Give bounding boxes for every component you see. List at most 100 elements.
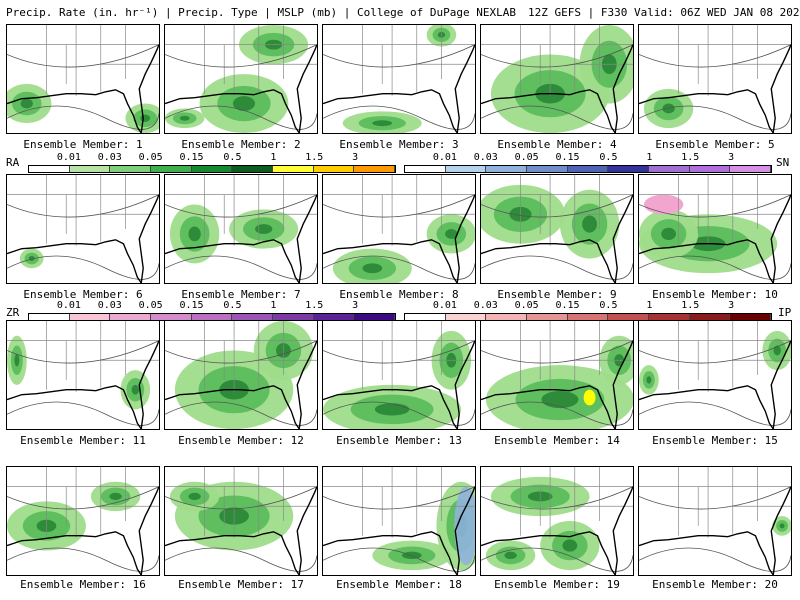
gulf-coastline xyxy=(165,531,300,575)
gulf-coastline xyxy=(481,531,616,575)
ensemble-panel-10 xyxy=(638,174,792,284)
state-borders xyxy=(7,321,159,392)
ensemble-member-label: Ensemble Member: 13 xyxy=(336,434,462,447)
ensemble-member-label: Ensemble Member: 9 xyxy=(497,288,617,301)
legend-tick-label: 0.01 xyxy=(56,152,81,163)
ensemble-member-label: Ensemble Member: 5 xyxy=(655,138,775,151)
isobar xyxy=(639,255,791,280)
legend-tick-label: 0.5 xyxy=(599,152,618,163)
heavy-precip-area xyxy=(583,389,596,406)
ensemble-member-label: Ensemble Member: 18 xyxy=(336,578,462,591)
isobar xyxy=(7,486,159,510)
legend-tick-labels: 0.01 0.03 0.05 0.15 0.5 1 1.5 3 xyxy=(28,300,396,312)
legend-color-swatch xyxy=(445,166,487,172)
atlantic-coastline xyxy=(296,486,317,575)
freezing-rain-area xyxy=(643,194,684,215)
legend-color-swatch xyxy=(527,166,568,172)
legend-color-swatch xyxy=(313,166,355,172)
isobar xyxy=(323,105,475,130)
zr-tag: ZR xyxy=(6,306,20,319)
legend-tick-label: 0.15 xyxy=(179,300,204,311)
gulf-coastline xyxy=(323,531,458,575)
isobar xyxy=(7,340,159,364)
precip-area-heavy xyxy=(662,103,675,114)
isobar xyxy=(481,340,633,364)
ensemble-panel-11 xyxy=(6,320,160,430)
ensemble-member-label: Ensemble Member: 2 xyxy=(181,138,301,151)
atlantic-coastline xyxy=(770,44,791,133)
precip-area-heavy xyxy=(562,539,578,552)
state-borders xyxy=(639,467,791,538)
isobar xyxy=(7,194,159,218)
precip-area-heavy xyxy=(179,115,190,121)
legend-tick-label: 0.5 xyxy=(223,152,242,163)
ensemble-panel-5 xyxy=(638,24,792,134)
atlantic-coastline xyxy=(138,486,159,575)
isobar xyxy=(639,44,791,68)
legend-color-swatch xyxy=(110,166,152,172)
sn-tag: SN xyxy=(776,156,790,169)
precip-area-heavy xyxy=(362,263,383,274)
isobar xyxy=(7,401,159,426)
legend-color-swatch xyxy=(354,314,396,320)
legend-tick-labels: 0.01 0.03 0.05 0.15 0.5 1 1.5 3 xyxy=(404,152,772,164)
ensemble-panel-6 xyxy=(6,174,160,284)
atlantic-coastline xyxy=(770,486,791,575)
state-borders xyxy=(7,25,159,96)
legend-tick-label: 0.03 xyxy=(473,300,498,311)
legend-color-bar xyxy=(404,165,772,173)
state-borders xyxy=(323,25,475,96)
state-borders xyxy=(165,321,317,392)
legend-tick-label: 1.5 xyxy=(305,152,324,163)
legend-color-bar xyxy=(404,313,772,321)
gulf-coastline xyxy=(165,385,300,429)
isobar xyxy=(481,547,633,572)
legend-color-swatch xyxy=(405,166,446,172)
legend-color-swatch xyxy=(608,166,650,172)
gulf-coastline xyxy=(481,89,616,133)
legend-tick-label: 0.05 xyxy=(138,300,163,311)
precip-area-heavy xyxy=(445,229,458,239)
atlantic-coastline xyxy=(296,194,317,283)
state-borders xyxy=(481,175,633,246)
isobar xyxy=(323,486,475,510)
isobar xyxy=(639,486,791,510)
state-borders xyxy=(7,467,159,538)
atlantic-coastline xyxy=(612,486,633,575)
legend-tick-label: 1 xyxy=(270,152,277,163)
ensemble-panel-1 xyxy=(6,24,160,134)
gulf-coastline xyxy=(639,239,774,283)
isobar xyxy=(7,44,159,68)
header-right-title: 12Z GEFS | F330 Valid: 06Z WED JAN 08 20… xyxy=(528,6,800,19)
ensemble-panel-7 xyxy=(164,174,318,284)
legend-color-swatch xyxy=(29,166,70,172)
ensemble-panel-19 xyxy=(480,466,634,576)
gulf-coastline xyxy=(481,239,616,283)
state-borders xyxy=(481,25,633,96)
isobar xyxy=(165,401,317,426)
ensemble-panel-13 xyxy=(322,320,476,430)
ensemble-member-label: Ensemble Member: 8 xyxy=(339,288,459,301)
legend-color-swatch xyxy=(405,314,446,320)
gulf-coastline xyxy=(481,385,616,429)
precip-area-heavy xyxy=(109,492,122,501)
legend-color-swatch xyxy=(649,166,690,172)
state-borders xyxy=(323,321,475,392)
legend-color-swatch xyxy=(151,314,192,320)
legend-tick-label: 3 xyxy=(728,300,735,311)
legend-color-swatch xyxy=(191,166,233,172)
isobar xyxy=(481,486,633,510)
atlantic-coastline xyxy=(454,44,475,133)
header: Precip. Rate (in. hr⁻¹) | Precip. Type |… xyxy=(0,0,800,22)
legend-color-swatch xyxy=(730,166,772,172)
isobar xyxy=(323,255,475,280)
legend-tick-label: 0.03 xyxy=(97,152,122,163)
precip-area-heavy xyxy=(541,390,579,409)
isobar xyxy=(639,105,791,130)
isobar xyxy=(481,194,633,218)
ensemble-panel-3 xyxy=(322,24,476,134)
ensemble-panel-4 xyxy=(480,24,634,134)
isobar xyxy=(165,547,317,572)
header-left-title: Precip. Rate (in. hr⁻¹) | Precip. Type |… xyxy=(6,6,516,19)
legend-tick-labels: 0.01 0.03 0.05 0.15 0.5 1 1.5 3 xyxy=(28,152,396,164)
